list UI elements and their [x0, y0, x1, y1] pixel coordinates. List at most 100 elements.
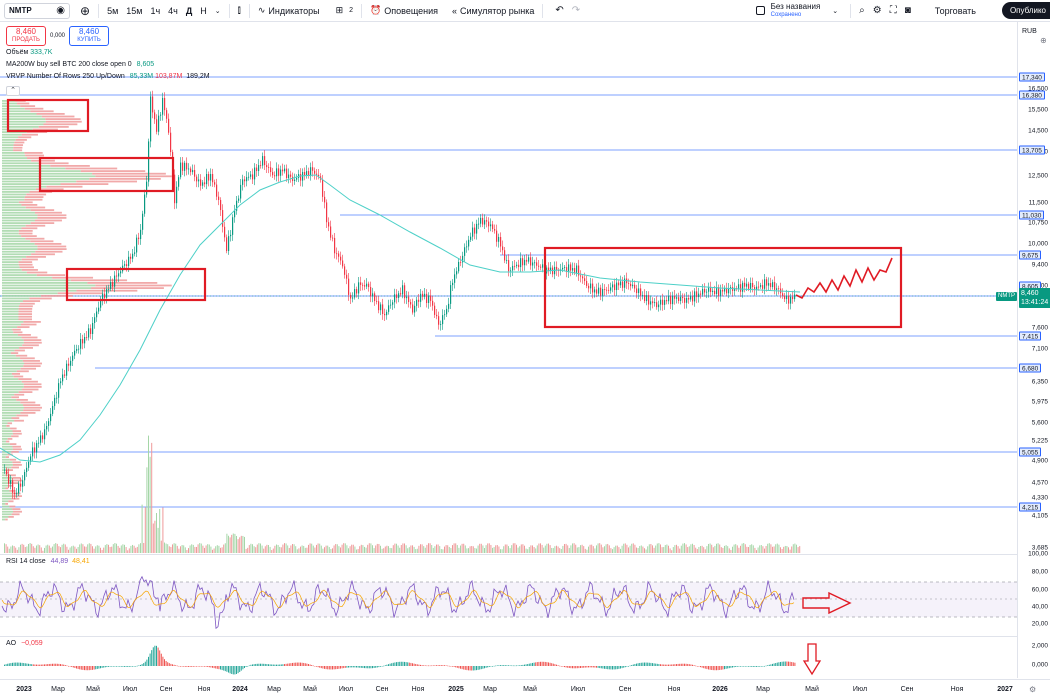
camera-icon[interactable]: ◙	[904, 5, 911, 16]
volume-legend[interactable]: Объём 333,7K	[6, 49, 52, 56]
level-price-tag[interactable]: 9,675	[1019, 250, 1042, 260]
sell-price: 8,460	[15, 27, 37, 36]
ao-bar	[167, 662, 169, 666]
interval-5m[interactable]: 5м	[107, 5, 119, 16]
ao-bar	[80, 666, 82, 670]
rsi-pane[interactable]: RSI 14 close 44,89 48,41	[0, 554, 1017, 634]
volume-bar	[325, 545, 327, 553]
volume-bar	[143, 542, 145, 553]
trade-button[interactable]: Торговать	[934, 5, 976, 16]
ao-bar	[663, 664, 665, 666]
candles-icon[interactable]: ⫾	[237, 5, 241, 16]
ao-bar	[61, 664, 63, 666]
volume-profile-down-bar	[37, 245, 67, 248]
volume-profile-up-bar	[2, 110, 31, 113]
ao-bar	[445, 665, 447, 666]
volume-bar	[370, 543, 372, 553]
volume-bar	[413, 546, 415, 553]
candle-body	[400, 293, 402, 295]
interval-day[interactable]: Д	[185, 5, 193, 16]
ao-bar	[591, 666, 593, 668]
candle-body	[372, 293, 374, 297]
legend-collapse-button[interactable]: ⌃	[6, 86, 20, 96]
level-price-tag[interactable]: 16,380	[1019, 90, 1045, 100]
volume-profile-up-bar	[2, 409, 24, 412]
candle-body	[436, 314, 438, 317]
interval-week[interactable]: Н	[200, 5, 207, 16]
ao-bar	[82, 666, 84, 670]
rsi-legend[interactable]: RSI 14 close 44,89 48,41	[6, 558, 90, 565]
ao-bar	[546, 662, 548, 666]
ao-bar	[340, 666, 341, 669]
level-price-tag[interactable]: 6,680	[1019, 363, 1042, 373]
ao-bar	[597, 666, 599, 668]
quick-search-icon[interactable]: ⌕	[859, 5, 865, 16]
ao-bar	[172, 664, 173, 666]
volume-bar	[658, 543, 660, 553]
ao-legend[interactable]: AO −0,059	[6, 640, 43, 647]
symbol-search[interactable]: NMTP ◉	[4, 2, 70, 19]
level-price-tag[interactable]: 13,705	[1019, 145, 1045, 155]
time-axis[interactable]: 2023 Мар Май Июл Сен Ноя 2024 Мар Май Июл Сен Ноя 20…	[0, 679, 1050, 699]
fullscreen-icon[interactable]: ⛶	[889, 5, 897, 16]
time-axis-settings-icon[interactable]: ⚙	[1029, 685, 1037, 694]
main-chart-pane[interactable]	[0, 22, 1017, 553]
volume-bar	[493, 547, 495, 553]
volume-bar	[400, 545, 402, 553]
price-chart-canvas[interactable]	[0, 22, 1017, 553]
eye-icon[interactable]: ◉	[56, 5, 65, 16]
candle-body	[600, 287, 602, 296]
ao-bar	[632, 664, 634, 666]
ao-bar	[716, 666, 717, 671]
alerts-button[interactable]: ⏰ Оповещения	[366, 2, 442, 20]
level-price-tag[interactable]: 11,030	[1019, 210, 1045, 220]
ao-bar	[327, 666, 329, 670]
indicators-button[interactable]: ∿ Индикаторы	[254, 2, 324, 20]
candle-body	[170, 132, 172, 153]
undo-icon[interactable]: ↶	[555, 5, 564, 16]
publish-button[interactable]: Опублико	[1001, 2, 1050, 19]
compare-plus-icon[interactable]: ⊕	[80, 3, 91, 18]
ao-bar	[762, 666, 764, 667]
ao-bar	[384, 665, 386, 666]
ao-bar	[476, 666, 477, 671]
ao-bar	[628, 666, 629, 667]
replay-button[interactable]: « Симулятор рынка	[448, 2, 538, 20]
volume-bar	[138, 544, 140, 553]
volume-bar	[256, 544, 258, 553]
level-price-tag[interactable]: 7,415	[1019, 331, 1042, 341]
ao-pane[interactable]: AO −0,059	[0, 636, 1017, 678]
volume-bar	[792, 544, 794, 553]
layouts-button[interactable]: ⊞ 2	[332, 2, 357, 20]
interval-15m[interactable]: 15м	[126, 5, 143, 16]
volume-profile-up-bar	[2, 490, 10, 492]
volume-bar	[789, 549, 791, 553]
ao-bar	[437, 665, 439, 666]
price-scale[interactable]: RUB 16,50015,50014,50013,50012,50011,500…	[1017, 22, 1050, 678]
rsi-canvas[interactable]	[0, 555, 1017, 634]
chevron-down-icon[interactable]: ⌄	[214, 7, 221, 15]
ao-bar	[288, 663, 290, 666]
level-price-tag[interactable]: 5,055	[1019, 447, 1042, 457]
interval-4h[interactable]: 4ч	[168, 5, 178, 16]
ao-canvas[interactable]	[0, 637, 1017, 678]
layout-menu[interactable]: Без названия Сохранено ⌄	[752, 2, 843, 20]
ao-bar	[786, 661, 788, 666]
candle-body	[444, 314, 446, 316]
sell-button[interactable]: 8,460 ПРОДАТЬ	[6, 26, 46, 46]
volume-bar	[498, 546, 500, 553]
vrvp-legend[interactable]: VRVP Number Of Rows 250 Up/Down 85,33M 1…	[6, 73, 210, 80]
scale-settings-icon[interactable]: ⊕	[1040, 36, 1047, 45]
ao-bar	[532, 662, 533, 666]
redo-icon[interactable]: ↷	[571, 5, 581, 16]
level-price-tag[interactable]: 4,215	[1019, 502, 1042, 512]
interval-1h[interactable]: 1ч	[150, 5, 161, 16]
volume-profile-up-bar	[2, 513, 12, 516]
ao-bar	[725, 666, 727, 669]
buy-button[interactable]: 8,460 КУПИТЬ	[69, 26, 110, 46]
settings-gear-icon[interactable]: ⚙	[872, 5, 882, 16]
ao-bar	[114, 666, 116, 667]
ma-legend[interactable]: MA200W buy sell BTC 200 close open 0 8,6…	[6, 61, 154, 68]
ao-bar	[34, 664, 36, 666]
level-price-tag[interactable]: 17,340	[1019, 72, 1045, 82]
